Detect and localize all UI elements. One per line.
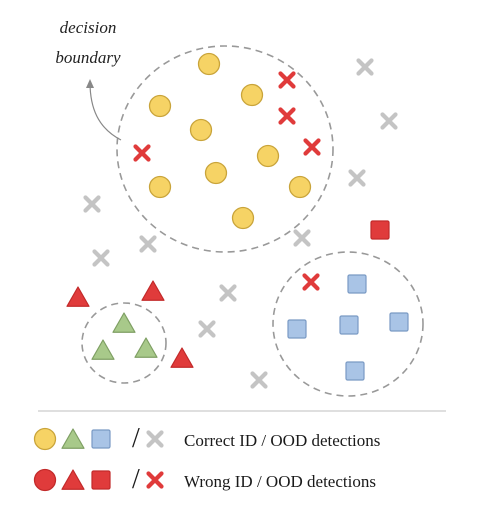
annotation-line-2: boundary	[55, 48, 121, 67]
ood-cross	[356, 58, 374, 76]
id-circle	[231, 206, 255, 230]
annotation-line-1: decision	[60, 18, 117, 37]
id-square	[287, 319, 307, 339]
wrong-triangle	[141, 280, 165, 301]
ood-cross-stroke-b	[139, 235, 157, 253]
id-circle	[256, 144, 280, 168]
id-square	[339, 315, 359, 335]
wrong-cross	[303, 138, 321, 156]
ood-cross-stroke-b	[219, 284, 237, 302]
ood-cross	[380, 112, 398, 130]
wrong-triangle	[170, 347, 194, 368]
id-square	[345, 361, 365, 381]
legend-wrong-triangle-icon	[61, 469, 85, 490]
ood-cross	[293, 229, 311, 247]
ood-cross	[219, 284, 237, 302]
id-square	[389, 312, 409, 332]
curved-arrow-icon	[89, 81, 122, 141]
id-triangle	[91, 339, 115, 360]
wrong-square	[370, 220, 390, 240]
ood-cross-stroke-b	[92, 249, 110, 267]
ood-cross-stroke-b	[348, 169, 366, 187]
legend-wrong-circle-icon	[33, 468, 57, 492]
id-circle	[197, 52, 221, 76]
ood-cross	[139, 235, 157, 253]
ood-cross-stroke-b	[380, 112, 398, 130]
legend-circle-icon	[33, 427, 57, 451]
id-circle	[148, 94, 172, 118]
id-circle	[240, 83, 264, 107]
wrong-cross	[133, 144, 151, 162]
id-square	[347, 274, 367, 294]
id-circle	[189, 118, 213, 142]
legend-wrong-label: Wrong ID / OOD detections	[184, 472, 376, 491]
ood-cross-stroke-b	[83, 195, 101, 213]
ood-cross	[198, 320, 216, 338]
wrong-cross-stroke-b	[302, 273, 320, 291]
decision-boundary-triangles	[81, 302, 167, 384]
wrong-cross	[302, 273, 320, 291]
legend-wrong-square-icon	[91, 470, 111, 490]
id-triangle	[112, 312, 136, 333]
legend-triangle-icon	[61, 428, 85, 449]
legend-ood-cross-icon	[146, 430, 164, 448]
arrow-head-icon	[86, 79, 94, 88]
wrong-cross-stroke-b	[133, 144, 151, 162]
wrong-cross	[278, 107, 296, 125]
ood-cross	[348, 169, 366, 187]
decision-boundary-circles	[116, 45, 334, 253]
ood-cross-stroke-b	[293, 229, 311, 247]
wrong-cross-stroke-b	[278, 71, 296, 89]
ood-cross	[250, 371, 268, 389]
id-circle	[288, 175, 312, 199]
wrong-triangle	[66, 286, 90, 307]
id-triangle	[134, 337, 158, 358]
legend-ood-cross-icon-stroke-b	[146, 430, 164, 448]
legend-wrong-cross-icon-stroke-b	[146, 471, 164, 489]
ood-cross-stroke-b	[250, 371, 268, 389]
legend-correct-label: Correct ID / OOD detections	[184, 431, 380, 450]
wrong-cross-stroke-b	[303, 138, 321, 156]
wrong-cross-stroke-b	[278, 107, 296, 125]
legend-wrong-cross-icon	[146, 471, 164, 489]
ood-cross	[83, 195, 101, 213]
legend-separator-correct: /	[132, 423, 140, 454]
ood-cross	[92, 249, 110, 267]
id-circle	[148, 175, 172, 199]
wrong-cross	[278, 71, 296, 89]
id-circle	[204, 161, 228, 185]
ood-cross-stroke-b	[198, 320, 216, 338]
ood-cross-stroke-b	[356, 58, 374, 76]
decision-boundary-squares	[272, 251, 424, 397]
legend-square-icon	[91, 429, 111, 449]
legend-separator-wrong: /	[132, 464, 140, 495]
